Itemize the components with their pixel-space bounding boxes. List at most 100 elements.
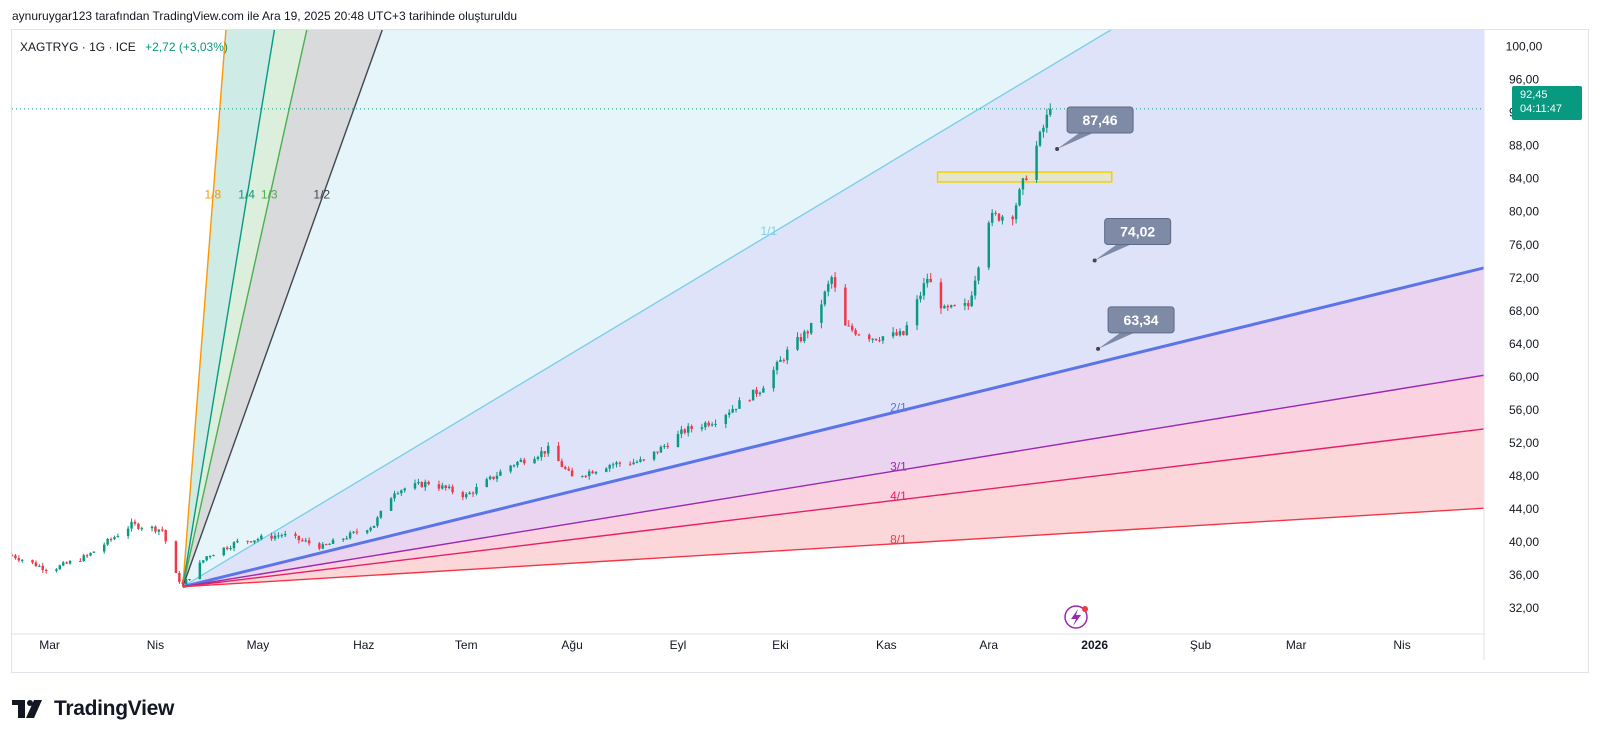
bar-countdown: 04:11:47 <box>1520 103 1563 115</box>
candle-body <box>775 361 779 371</box>
candle-body <box>854 330 857 335</box>
chart-frame <box>11 29 1589 673</box>
candle-body <box>208 556 212 558</box>
candle-body <box>997 213 1001 221</box>
candle-body <box>680 429 683 435</box>
candle-body <box>581 475 584 477</box>
candle-body <box>451 486 454 493</box>
candle-body <box>164 529 167 542</box>
candle-body <box>977 267 980 281</box>
candle-body <box>1011 216 1014 220</box>
candle-body <box>348 532 352 539</box>
y-tick-label: 68,00 <box>1509 304 1539 318</box>
callout-box <box>1104 217 1172 245</box>
candle-body <box>133 521 137 524</box>
candle-body <box>1045 114 1049 128</box>
candle-body <box>273 535 277 539</box>
candle-body <box>62 562 65 566</box>
y-tick-label: 32,00 <box>1509 601 1539 615</box>
plot-area: 1/8 1/4 1/3 1/2 1/1 2/1 3/1 4/1 8/1 87,46 74,02 63,… <box>12 30 1484 589</box>
candle-body <box>605 468 608 472</box>
gann-fan-line <box>182 266 1484 589</box>
candle-body <box>345 538 348 540</box>
y-tick-label: 76,00 <box>1509 238 1539 252</box>
y-tick-label: 52,00 <box>1509 436 1539 450</box>
x-tick-label: 2026 <box>1081 638 1108 652</box>
candle-body <box>376 517 379 526</box>
gann-fan-line <box>182 374 1484 588</box>
candle-body <box>919 295 922 300</box>
candle-body <box>225 547 229 550</box>
candle-body <box>447 486 451 489</box>
candles <box>12 103 1052 585</box>
candle-body <box>1018 189 1021 206</box>
candle-body <box>307 540 311 544</box>
candle-body <box>427 481 430 485</box>
gann-fan-label: 1/4 <box>238 188 255 202</box>
candle-body <box>987 222 991 268</box>
last-price-tag: 92,45 04:11:47 <box>1512 86 1582 120</box>
tradingview-logo[interactable]: TradingView <box>12 697 174 721</box>
candle-body <box>895 332 898 336</box>
candle-body <box>902 331 905 335</box>
lightning-icon[interactable] <box>1064 605 1088 629</box>
last-price: 92,45 <box>1520 89 1548 101</box>
candle-body <box>413 483 417 489</box>
candle-body <box>109 538 113 540</box>
candle-body <box>659 446 663 453</box>
candle-body <box>690 426 693 429</box>
candle-body <box>871 338 874 340</box>
candle-body <box>468 492 471 495</box>
x-tick-label: Tem <box>455 638 478 652</box>
candle-body <box>922 283 926 296</box>
y-tick-label: 36,00 <box>1509 568 1539 582</box>
candle-body <box>758 392 762 395</box>
highlight-zone <box>936 171 1113 183</box>
candle-body <box>611 464 615 466</box>
gann-fan-line <box>182 30 1113 588</box>
candle-body <box>174 541 178 574</box>
candle-body <box>587 471 591 477</box>
candle-body <box>246 540 249 542</box>
candle-body <box>707 422 710 426</box>
gann-fan-label: 4/1 <box>890 489 907 503</box>
candle-body <box>495 475 499 479</box>
candle-body <box>878 340 881 342</box>
candle-body <box>939 282 943 309</box>
symbol-legend[interactable]: XAGTRYG · 1G · ICE +2,72 (+3,03%) <box>20 40 228 54</box>
candle-body <box>229 548 232 550</box>
candle-body <box>868 334 871 340</box>
x-tick-label: Haz <box>353 638 374 652</box>
candle-body <box>1049 108 1052 115</box>
price-callout: 74,02 <box>1092 217 1172 263</box>
candle-body <box>543 451 547 454</box>
candle-body <box>1042 127 1045 132</box>
candle-body <box>79 561 82 563</box>
symbol-name: XAGTRYG · 1G · ICE <box>20 40 136 54</box>
candle-body <box>205 556 208 561</box>
candle-body <box>847 325 850 327</box>
x-tick-label: Nis <box>147 638 164 652</box>
candle-body <box>130 521 133 529</box>
candle-body <box>1025 178 1028 180</box>
candle-body <box>184 579 188 585</box>
candle-body <box>779 359 782 362</box>
price-callout: 63,34 <box>1096 306 1175 351</box>
candle-body <box>499 471 502 476</box>
candle-body <box>967 303 970 307</box>
candle-body <box>324 544 328 546</box>
tv-wordmark: TradingView <box>54 697 175 720</box>
candle-body <box>509 465 512 472</box>
candle-body <box>714 423 717 425</box>
candle-body <box>704 422 707 428</box>
candle-body <box>126 528 130 537</box>
candle-body <box>628 463 632 465</box>
y-tick-label: 48,00 <box>1509 469 1539 483</box>
candle-body <box>31 559 34 563</box>
candle-body <box>608 465 611 469</box>
candle-body <box>283 533 287 536</box>
candle-body <box>663 445 666 447</box>
y-tick-label: 60,00 <box>1509 370 1539 384</box>
candle-body <box>963 303 967 306</box>
